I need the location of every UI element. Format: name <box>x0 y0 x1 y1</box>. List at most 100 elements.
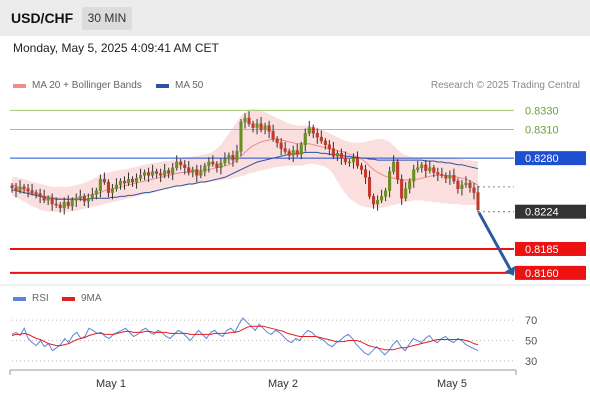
candle-down <box>323 140 327 146</box>
candle-up <box>90 194 94 199</box>
candle-up <box>199 171 203 176</box>
rsi-tick-label: 30 <box>525 356 537 368</box>
candle-down <box>440 174 444 176</box>
candle-down <box>476 192 480 211</box>
bollinger-band-fill <box>12 109 478 212</box>
level-label-resistance: 0.8310 <box>525 124 559 136</box>
candle-down <box>327 144 331 149</box>
candle-down <box>468 182 472 189</box>
candle-up <box>428 167 432 171</box>
candle-up <box>388 171 392 191</box>
candle-down <box>215 163 219 168</box>
legend-ma-bb: MA 20 + Bollinger Bands <box>13 80 142 91</box>
candle-down <box>271 131 275 140</box>
candle-down <box>363 169 368 178</box>
candle-down <box>42 196 46 201</box>
candle-down <box>14 187 18 191</box>
candle-down <box>122 180 127 184</box>
candle-down <box>10 185 14 189</box>
level-label-support: 0.8160 <box>525 268 559 280</box>
candle-up <box>134 177 139 183</box>
level-label-box-pivot <box>515 151 586 166</box>
candle-down <box>22 186 26 189</box>
rsi-series-9ma <box>11 325 479 351</box>
candle-up <box>299 144 303 155</box>
candle-up <box>18 186 22 191</box>
legend-rsi-ma-label: 9MA <box>81 293 102 304</box>
candle-up <box>448 175 452 179</box>
candle-up <box>114 184 118 189</box>
candle-down <box>456 180 460 189</box>
candle-down <box>315 133 319 138</box>
candle-up <box>335 153 339 157</box>
level-label-box-support <box>515 241 586 256</box>
candle-down <box>167 170 171 174</box>
candle-down <box>355 157 360 167</box>
candle-up <box>203 165 207 172</box>
x-tick-label: May 5 <box>437 378 467 390</box>
candle-down <box>396 161 400 180</box>
candle-up <box>460 184 464 189</box>
candle-up <box>347 161 351 164</box>
level-label-pivot: 0.8280 <box>525 153 559 165</box>
timeframe-button[interactable]: 30 MIN <box>82 7 132 30</box>
candle-down <box>195 169 199 176</box>
candle-up <box>255 123 259 128</box>
candle-up <box>78 196 82 199</box>
ma-bb-swatch <box>13 83 26 88</box>
candle-down <box>279 142 283 149</box>
candle-down <box>50 198 54 205</box>
candle-up <box>307 127 311 134</box>
legend-rsi-label: RSI <box>32 293 49 304</box>
datetime-label: Monday, May 5, 2025 4:09:41 AM CET <box>13 41 219 55</box>
legend-ma50: MA 50 <box>156 80 203 91</box>
candle-up <box>86 198 90 202</box>
candle-down <box>359 165 364 170</box>
candle-down <box>26 188 30 191</box>
candle-up <box>404 188 408 199</box>
legend-ma-bb-label: MA 20 + Bollinger Bands <box>32 80 142 91</box>
level-label-box-current <box>515 204 586 219</box>
candle-down <box>424 164 428 171</box>
candle-up <box>94 190 98 195</box>
candle-up <box>291 150 295 156</box>
candle-up <box>235 151 239 161</box>
candle-up <box>151 171 155 176</box>
candle-down <box>231 155 235 161</box>
candle-down <box>400 178 404 199</box>
candle-up <box>420 164 424 168</box>
candle-up <box>98 178 102 191</box>
ma50-swatch <box>156 83 169 88</box>
candle-down <box>436 172 440 175</box>
candle-down <box>432 167 436 173</box>
title-bar: USD/CHF 30 MIN <box>0 0 590 36</box>
x-tick-label: May 1 <box>96 378 126 390</box>
candle-down <box>130 178 135 183</box>
candle-down <box>155 171 159 174</box>
candle-up <box>163 170 167 176</box>
candle-down <box>472 187 476 193</box>
candle-down <box>147 172 151 176</box>
rsi-swatch <box>13 296 26 301</box>
candle-up <box>380 196 384 201</box>
candle-down <box>295 150 299 155</box>
candle-up <box>239 121 243 152</box>
candle-up <box>207 161 211 167</box>
candle-down <box>372 196 376 205</box>
level-label-resistance: 0.8330 <box>525 105 559 117</box>
candle-down <box>339 153 343 159</box>
rsi-tick-label: 70 <box>525 315 537 327</box>
candle-down <box>283 148 287 152</box>
candle-up <box>384 190 388 197</box>
candle-down <box>247 117 251 124</box>
candle-up <box>219 162 223 168</box>
candle-up <box>376 199 380 205</box>
candle-down <box>179 161 183 166</box>
candle-up <box>118 180 123 186</box>
candle-up <box>62 201 66 209</box>
candle-up <box>46 198 50 201</box>
candle-up <box>351 157 356 163</box>
candle-down <box>251 123 255 128</box>
candle-down <box>82 196 86 202</box>
